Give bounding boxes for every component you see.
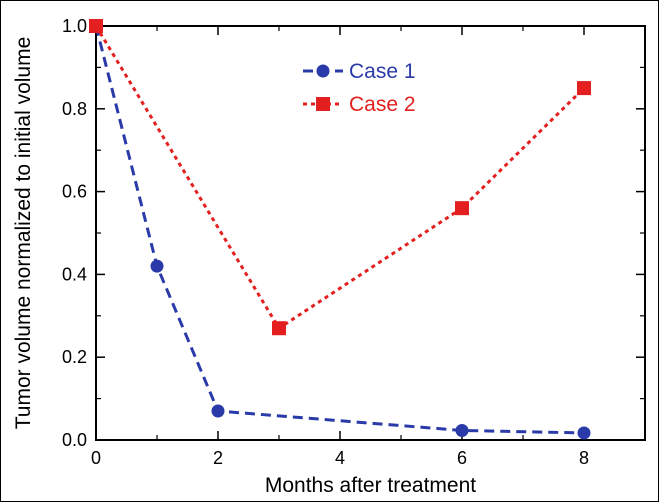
plot-frame — [95, 25, 646, 441]
legend: Case 1 Case 2 — [303, 60, 416, 116]
legend-marker — [316, 64, 330, 78]
x-tick-label: 0 — [91, 448, 101, 468]
y-tick-label: 0.0 — [62, 430, 87, 450]
y-tick-label: 1.0 — [62, 16, 87, 36]
x-axis-ticks: 0 2 4 6 8 — [91, 26, 589, 468]
y-tick-label: 0.8 — [62, 99, 87, 119]
series-line — [94, 25, 585, 435]
x-axis-title: Months after treatment — [265, 474, 476, 497]
series-layer — [89, 19, 591, 440]
axes — [95, 25, 646, 441]
y-axis-title: Tumor volume normalized to initial volum… — [12, 37, 35, 430]
legend-label: Case 1 — [349, 60, 416, 83]
data-point — [577, 81, 591, 96]
x-tick-label: 8 — [579, 448, 589, 468]
data-point — [272, 321, 286, 336]
y-tick-label: 0.6 — [62, 182, 87, 202]
data-point — [89, 19, 103, 33]
data-point — [150, 259, 164, 273]
y-tick-label: 0.4 — [62, 264, 87, 284]
legend-label: Case 2 — [349, 93, 416, 116]
series-line — [94, 25, 586, 331]
data-point — [455, 423, 469, 437]
data-point — [455, 201, 469, 216]
y-axis-ticks: 0.0 0.2 0.4 0.6 0.8 1.0 — [62, 16, 645, 450]
legend-marker — [316, 97, 330, 111]
x-tick-label: 2 — [213, 448, 223, 468]
x-tick-label: 4 — [335, 448, 345, 468]
x-tick-label: 6 — [457, 448, 467, 468]
y-tick-label: 0.2 — [62, 347, 87, 367]
data-point — [577, 426, 591, 440]
data-point — [211, 404, 225, 418]
